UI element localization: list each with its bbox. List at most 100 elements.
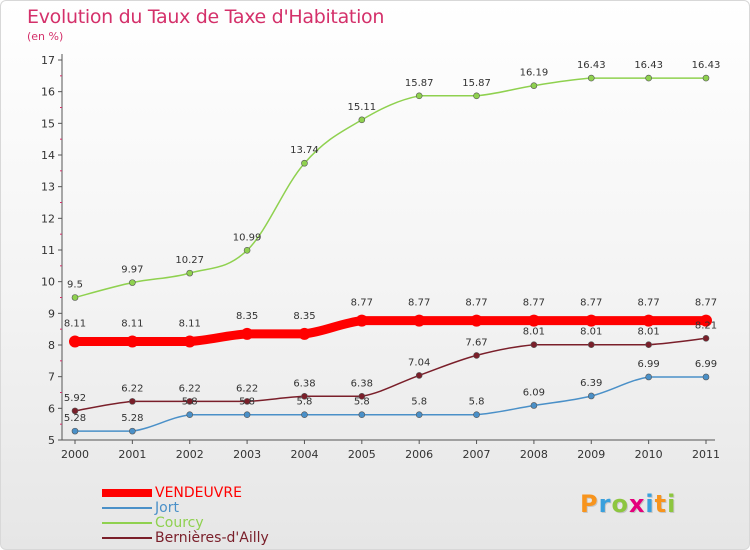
y-tick-label: 16 [41,86,55,99]
data-label: 5.92 [64,393,86,404]
data-point [645,373,652,381]
data-point [702,373,710,381]
y-tick-label: 11 [41,244,55,257]
data-point [126,335,139,348]
series-line-vendeuvre [70,316,711,347]
data-point [700,314,712,327]
legend-item: VENDEUVRE [102,485,302,501]
data-label: 5.8 [297,397,313,408]
data-label: 6.99 [638,359,660,370]
x-tick-label: 2011 [692,448,720,461]
legend-swatch [102,507,152,509]
data-label: 5.28 [121,413,143,424]
series-line-berni-res-d-ailly [74,337,707,412]
data-label: 8.01 [580,327,602,338]
data-label: 15.87 [462,78,491,89]
data-point [243,411,251,418]
data-label: 8.77 [638,298,660,309]
data-point [585,314,598,327]
legend-item: Bernières-d'Ailly [102,530,302,546]
data-point [129,427,136,435]
data-point [129,398,136,405]
data-point [530,82,538,89]
data-label: 15.87 [405,78,434,89]
x-tick-label: 2007 [463,448,491,461]
data-point [241,327,254,340]
y-tick-label: 5 [48,434,55,447]
data-point [183,335,196,348]
data-label: 5.8 [239,397,255,408]
legend-swatch [102,522,152,524]
legend-item: Jort [102,500,302,516]
data-point [186,269,194,277]
data-label: 5.8 [411,397,427,408]
data-label: 8.77 [351,298,373,309]
data-point [702,335,710,342]
data-label: 6.22 [121,383,143,394]
data-point [413,314,426,327]
series-line-courcy [74,77,707,299]
data-label: 6.38 [293,378,315,389]
data-point [473,411,480,418]
data-point [642,314,655,327]
legend-swatch [102,537,152,539]
data-point [702,74,710,82]
data-point [358,411,366,418]
data-label: 8.77 [523,298,545,309]
x-tick-label: 2001 [118,448,146,461]
data-label: 8.77 [695,298,717,309]
data-point [298,327,311,340]
data-point [645,341,652,348]
data-point [415,411,423,418]
data-point [415,372,423,379]
x-tick-label: 2004 [290,448,318,461]
y-tick-label: 9 [48,307,55,320]
data-label: 5.8 [182,397,198,408]
data-label: 8.35 [293,311,315,322]
data-point [71,407,79,415]
data-label: 8.11 [179,319,201,330]
data-label: 8.77 [408,298,430,309]
data-point [186,398,194,405]
data-label: 8.35 [236,311,258,322]
x-tick-label: 2005 [348,448,376,461]
data-point [587,74,595,82]
proxiti-logo: Proxiti [580,490,677,518]
data-label: 8.11 [64,319,86,330]
data-point [301,159,308,167]
data-point [587,341,595,348]
data-point [530,341,538,348]
data-point [355,314,368,327]
y-tick-label: 10 [41,276,55,289]
data-label: 6.39 [580,378,602,389]
data-label: 5.28 [64,413,86,424]
y-tick-label: 6 [48,402,55,415]
y-tick-label: 13 [41,181,55,194]
y-tick-label: 14 [41,149,55,162]
data-label: 6.99 [695,359,717,370]
data-point [473,92,480,100]
chart-unit-label: (en %) [27,30,64,43]
data-point [358,116,366,124]
data-label: 5.8 [469,397,485,408]
legend-label: Jort [155,500,179,516]
chart-title: Evolution du Taux de Taxe d'Habitation [27,6,385,28]
data-point [69,335,81,348]
data-label: 10.99 [233,232,262,243]
data-point [530,402,538,409]
x-tick-label: 2000 [61,448,89,461]
legend-label: Courcy [155,515,204,531]
data-point [243,398,251,405]
data-point [587,392,595,400]
data-label: 9.5 [67,280,83,291]
data-label: 16.43 [577,60,606,71]
x-tick-label: 2006 [405,448,433,461]
data-label: 7.04 [408,357,430,368]
data-label: 16.43 [692,60,721,71]
data-label: 10.27 [175,255,204,266]
legend-label: Bernières-d'Ailly [155,530,269,546]
data-point [129,279,136,286]
x-tick-label: 2010 [635,448,663,461]
